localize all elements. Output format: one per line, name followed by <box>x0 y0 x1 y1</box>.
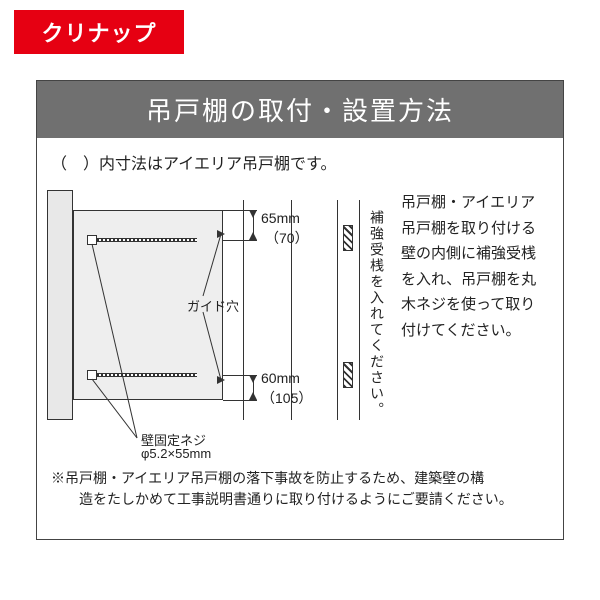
footnote: ※吊戸棚・アイエリア吊戸棚の落下事故を防止するため、建築壁の構 造をたしかめて工… <box>37 460 563 520</box>
instruction-paragraph: 吊戸棚・アイエリア吊戸棚を取り付ける壁の内側に補強受桟を入れ、吊戸棚を丸木ネジを… <box>397 180 553 460</box>
panel-subtitle: （ ）内寸法はアイエリア吊戸棚です。 <box>37 138 563 180</box>
brand-logo: クリナップ <box>14 10 184 54</box>
footnote-prefix: ※ <box>51 470 65 486</box>
screw-spec-value: φ5.2×55mm <box>141 446 211 461</box>
instruction-panel: 吊戸棚の取付・設置方法 （ ）内寸法はアイエリア吊戸棚です。 <box>36 80 564 540</box>
panel-title: 吊戸棚の取付・設置方法 <box>37 81 563 138</box>
brand-logo-text: クリナップ <box>41 16 156 48</box>
panel-content: 65mm （70） 60mm （105） 補強受桟を入れてください。 ガイド穴 <box>37 180 563 460</box>
footnote-line2: 造をたしかめて工事説明書通りに取り付けるようにご要請ください。 <box>51 489 549 510</box>
installation-diagram: 65mm （70） 60mm （105） 補強受桟を入れてください。 ガイド穴 <box>47 180 397 460</box>
footnote-line1: 吊戸棚・アイエリア吊戸棚の落下事故を防止するため、建築壁の構 <box>65 470 484 486</box>
lead-lines <box>47 180 397 460</box>
